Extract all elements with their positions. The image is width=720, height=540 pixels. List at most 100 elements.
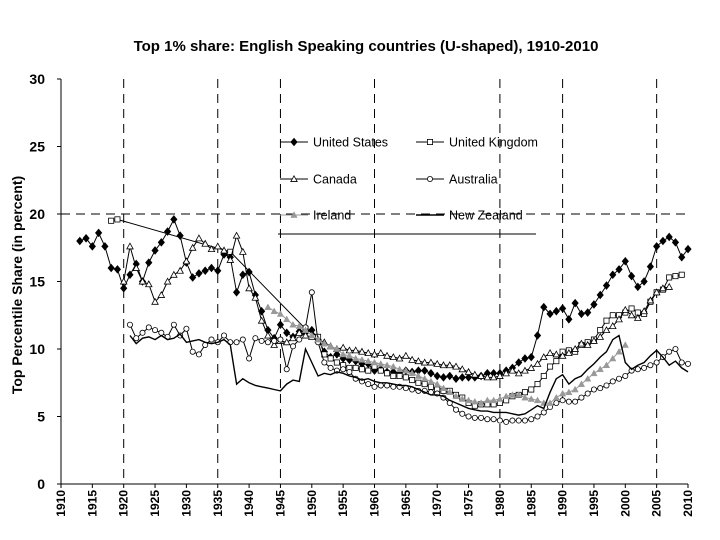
marker-point (207, 263, 216, 273)
marker-point (490, 416, 497, 423)
marker-point (452, 392, 460, 400)
reference-lines (61, 79, 688, 484)
marker-point (290, 137, 298, 147)
marker-point (553, 399, 560, 406)
marker-point (659, 236, 667, 246)
marker-point (308, 289, 315, 296)
marker-point (665, 282, 674, 290)
marker-point (571, 385, 579, 393)
marker-point (496, 417, 503, 424)
marker-point (533, 396, 542, 404)
series-new-zealand (129, 333, 689, 416)
series-line-canada (123, 233, 670, 378)
marker-point (583, 340, 592, 348)
marker-point (590, 386, 597, 393)
marker-point (358, 356, 366, 363)
series-line-new-zealand (129, 333, 689, 416)
marker-point (395, 365, 404, 373)
marker-point (628, 367, 635, 374)
marker-point (270, 340, 279, 348)
marker-point (233, 339, 240, 346)
marker-point (559, 304, 567, 313)
marker-point (590, 369, 598, 377)
marker-point (602, 281, 611, 290)
marker-point (671, 238, 680, 247)
marker-point (621, 256, 629, 266)
legend-label: United States (313, 136, 388, 150)
marker-point (659, 284, 667, 292)
marker-point (421, 374, 429, 382)
marker-point (252, 335, 259, 342)
marker-point (289, 343, 296, 350)
marker-point (533, 359, 542, 367)
legend-label: Ireland (313, 209, 351, 223)
marker-point (246, 355, 253, 362)
marker-point (609, 378, 616, 385)
marker-point (452, 374, 460, 383)
marker-point (539, 353, 548, 361)
x-tick-label: 2000 (618, 490, 632, 517)
series-australia (126, 289, 692, 425)
marker-point (515, 417, 522, 424)
marker-point (564, 349, 573, 357)
marker-point (433, 371, 441, 381)
x-tick-label: 1960 (368, 490, 382, 517)
marker-point (565, 398, 572, 405)
x-tick-label: 2005 (650, 490, 664, 517)
marker-point (113, 265, 122, 274)
axes: 0 5 10 15 20 25 30 1910 1915 1920 1925 1930 1935 1940… (29, 71, 695, 517)
marker-point (483, 396, 491, 404)
series-layer (76, 215, 692, 425)
x-tick-label: 1970 (430, 490, 444, 517)
marker-point (276, 310, 285, 317)
marker-point (290, 174, 298, 182)
marker-point (433, 359, 442, 367)
marker-point (308, 331, 316, 339)
marker-point (95, 228, 103, 238)
marker-point (478, 414, 485, 421)
marker-point (189, 348, 196, 355)
marker-point (239, 336, 246, 343)
marker-point (521, 393, 529, 401)
marker-point (559, 397, 566, 404)
marker-point (257, 316, 266, 324)
marker-point (264, 303, 272, 310)
marker-point (414, 357, 423, 365)
marker-point (327, 355, 334, 362)
marker-point (647, 362, 654, 369)
marker-point (515, 391, 523, 398)
marker-point (221, 332, 228, 339)
marker-point (333, 350, 341, 359)
marker-point (296, 336, 303, 343)
marker-point (377, 360, 385, 367)
marker-point (608, 322, 617, 330)
marker-point (634, 282, 642, 292)
marker-point (402, 366, 410, 374)
marker-point (602, 326, 611, 334)
marker-point (622, 372, 629, 379)
marker-point (465, 413, 472, 420)
marker-point (445, 361, 454, 369)
x-tick-label: 1925 (148, 490, 162, 517)
marker-point (145, 324, 152, 331)
marker-point (383, 351, 391, 359)
marker-point (195, 269, 203, 278)
marker-point (427, 358, 435, 366)
marker-point (389, 353, 398, 361)
marker-point (201, 239, 210, 247)
marker-point (384, 370, 391, 377)
marker-point (678, 359, 685, 366)
marker-point (264, 331, 272, 339)
marker-point (139, 329, 146, 336)
marker-point (621, 305, 630, 313)
marker-point (421, 366, 429, 375)
marker-point (414, 372, 423, 379)
marker-point (220, 246, 228, 254)
marker-point (333, 359, 340, 366)
marker-point (282, 338, 291, 346)
marker-point (408, 369, 416, 377)
marker-point (365, 381, 372, 388)
marker-point (484, 416, 491, 423)
marker-point (132, 263, 141, 271)
marker-point (571, 344, 580, 352)
